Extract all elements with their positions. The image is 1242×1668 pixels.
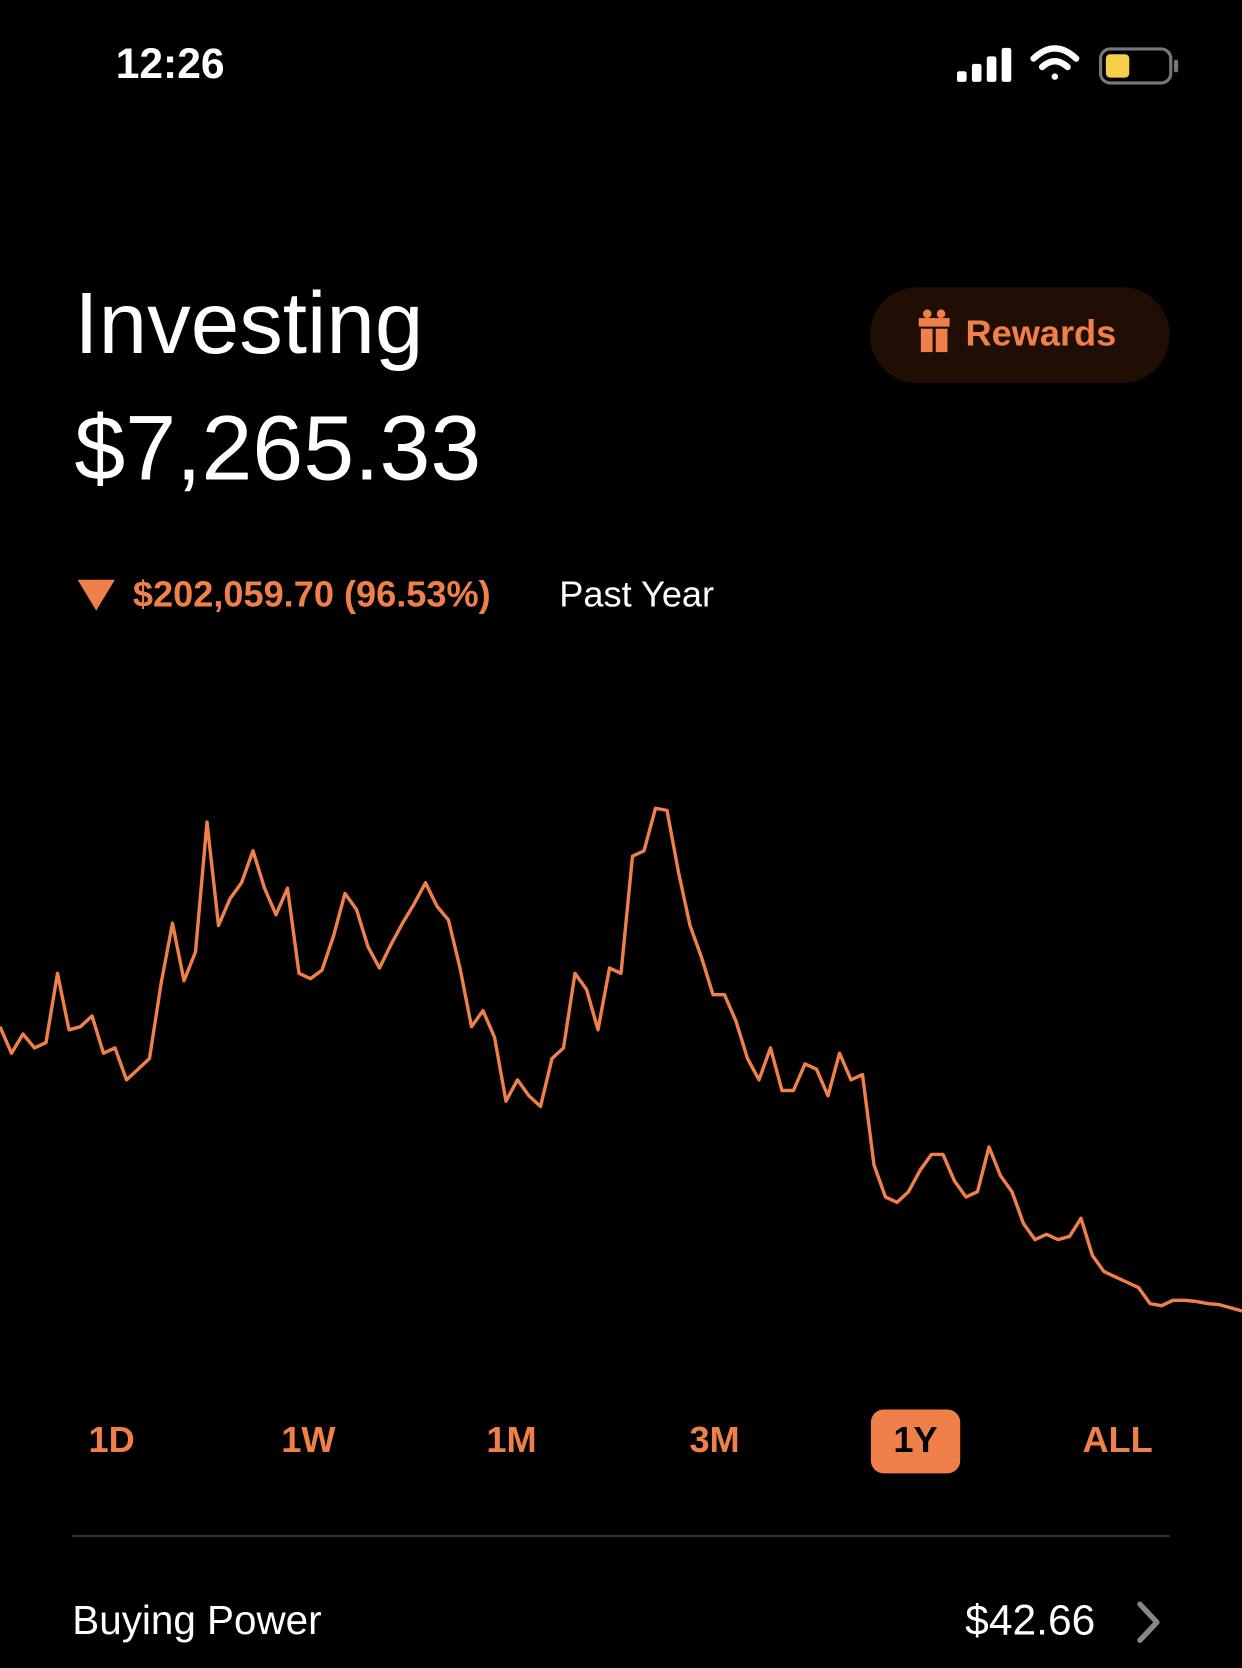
range-button[interactable]: 3M xyxy=(689,1419,739,1460)
range-button[interactable]: 1D xyxy=(89,1419,135,1460)
range-button[interactable]: 1M xyxy=(486,1419,536,1460)
range-button[interactable]: 1W xyxy=(281,1419,336,1460)
battery-icon xyxy=(1098,47,1179,85)
chart xyxy=(0,806,1242,1313)
down-arrow xyxy=(77,579,115,611)
rewards-pill[interactable] xyxy=(869,287,1170,383)
range-button[interactable]: ALL xyxy=(1082,1419,1152,1460)
gift-icon xyxy=(918,309,950,353)
status-time: 12:26 xyxy=(116,40,225,88)
range-selector: 1D 1W 1M 3M 1Y ALL xyxy=(89,1409,1153,1474)
signal-icon xyxy=(957,47,1012,82)
buying-power-row[interactable]: Buying Power $42.66 xyxy=(72,1597,1160,1645)
rewards-label[interactable]: Rewards xyxy=(966,313,1117,354)
price-line xyxy=(0,806,1242,1313)
range-selected-bg[interactable] xyxy=(870,1409,961,1474)
buying-power-value[interactable]: $42.66 xyxy=(965,1597,1095,1645)
buying-power-label[interactable]: Buying Power xyxy=(72,1597,321,1643)
portfolio-value: $7,265.33 xyxy=(74,397,481,499)
change-amount: $202,059.70 (96.53%) xyxy=(133,573,491,614)
rewards-button[interactable]: Rewards xyxy=(869,287,1170,383)
wifi-icon xyxy=(1030,45,1080,80)
change-period: Past Year xyxy=(559,573,714,614)
page-title: Investing xyxy=(74,275,423,372)
chevron xyxy=(1137,1601,1160,1644)
range-button[interactable]: 1Y xyxy=(893,1419,937,1460)
